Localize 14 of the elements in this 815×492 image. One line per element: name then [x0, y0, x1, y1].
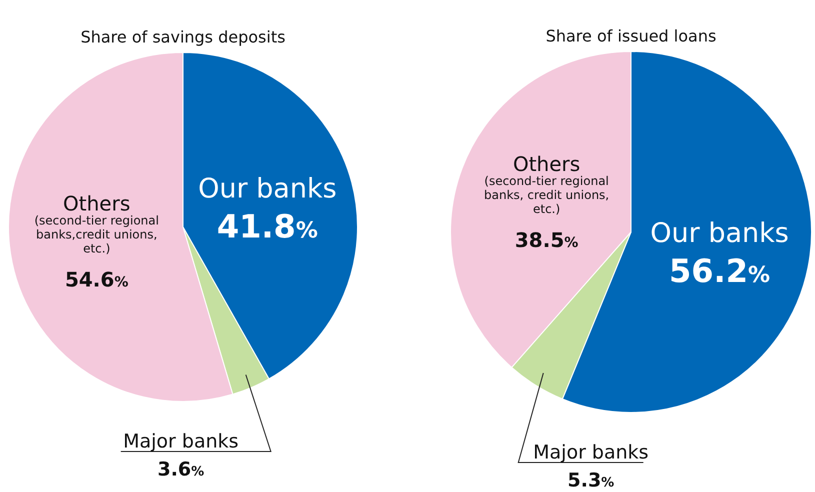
slice-label: Our banks — [650, 218, 789, 249]
slice-label: Our banks — [198, 173, 337, 204]
chart-title: Share of issued loans — [546, 26, 716, 46]
data-label: 3.6% — [157, 458, 204, 480]
data-label: 56.2% — [669, 252, 770, 290]
slice-label: Major banks — [123, 430, 239, 452]
data-label: 54.6% — [64, 268, 128, 292]
data-label: 38.5% — [514, 228, 578, 252]
slice-label: Major banks — [533, 442, 649, 464]
data-label: 5.3% — [568, 470, 614, 492]
slice-label: Others (second-tier regional banks,credit unions, etc.) — [34, 192, 159, 256]
chart-title: Share of savings deposits — [80, 28, 286, 46]
data-label: 41.8% — [216, 207, 318, 246]
slice-label: Others (second-tier regional banks, credit unions, etc.) — [484, 152, 610, 216]
